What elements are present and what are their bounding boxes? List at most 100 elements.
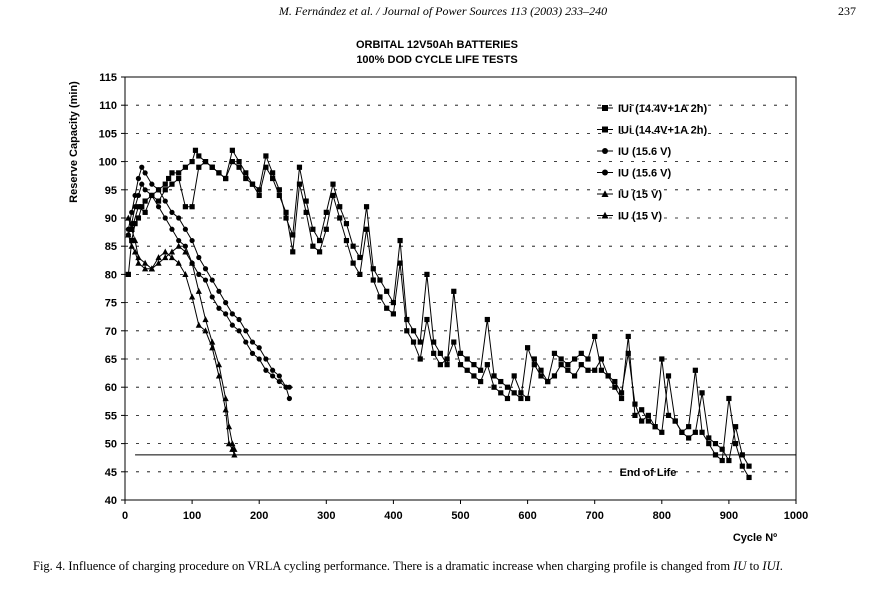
data-point (303, 209, 309, 215)
data-point (236, 328, 242, 334)
data-point (236, 159, 242, 165)
data-point (665, 412, 672, 418)
data-point (135, 204, 142, 210)
data-point (478, 378, 484, 385)
cycle-life-chart: ORBITAL 12V50Ah BATTERIES 100% DOD CYCLE… (68, 39, 808, 544)
data-point (169, 226, 175, 232)
data-point (192, 147, 199, 153)
data-point (176, 237, 182, 244)
data-point (142, 170, 148, 176)
data-point (169, 181, 175, 187)
data-point (464, 356, 470, 362)
data-point (243, 175, 249, 182)
data-point (484, 316, 490, 323)
data-point (632, 412, 638, 418)
data-point (397, 260, 403, 266)
data-point (739, 452, 745, 458)
data-point (243, 339, 249, 345)
data-point (263, 164, 269, 170)
journal-citation: M. Fernández et al. / Journal of Power S… (278, 4, 608, 18)
data-point (733, 424, 739, 430)
data-point (531, 356, 537, 362)
data-point (746, 463, 752, 469)
data-point (578, 362, 584, 368)
y-tick-label: 65 (105, 354, 117, 366)
data-point (437, 362, 443, 368)
data-point (236, 164, 242, 170)
data-point (256, 345, 262, 351)
data-point (377, 277, 383, 283)
data-point (286, 395, 292, 402)
data-point (558, 362, 564, 368)
data-point (518, 390, 524, 396)
data-point (578, 350, 584, 356)
data-point (632, 401, 638, 407)
data-point (565, 362, 571, 368)
data-point (129, 237, 135, 244)
data-point (645, 418, 651, 424)
x-tick-label: 300 (317, 510, 335, 522)
data-point (223, 175, 229, 182)
legend: IUi (14.4V+1A 2h) IUi (14.4V+1A 2h) IU (15… (597, 103, 707, 223)
data-point (132, 204, 138, 210)
y-tick-label: 80 (105, 269, 117, 281)
legend-label: IU (15.6 V) (618, 168, 672, 180)
data-point (135, 259, 142, 266)
series-3 (125, 164, 292, 402)
data-point (431, 350, 437, 356)
data-point (598, 356, 605, 362)
data-point (290, 232, 296, 238)
data-point (139, 164, 145, 170)
data-point (155, 259, 162, 266)
data-point (155, 254, 162, 261)
data-point (444, 356, 450, 362)
data-point (551, 373, 558, 379)
data-point (256, 356, 262, 362)
data-point (216, 170, 222, 176)
data-point (176, 175, 182, 182)
legend-label: IUi (14.4V+1A 2h) (618, 103, 707, 115)
data-point (531, 362, 537, 368)
data-point (679, 429, 685, 435)
y-tick-label: 85 (105, 241, 117, 253)
data-point (229, 322, 235, 328)
data-point (551, 350, 558, 356)
x-axis-label: Cycle Nº (733, 532, 777, 544)
data-point (592, 367, 598, 373)
data-point (444, 362, 450, 368)
data-point (139, 204, 145, 210)
data-point (390, 311, 396, 317)
data-point (525, 345, 531, 351)
data-point (125, 231, 132, 238)
data-point (571, 373, 578, 379)
data-point (296, 181, 303, 187)
caption-text: Fig. 4. Influence of charging procedure … (33, 559, 734, 573)
data-point (202, 327, 209, 334)
data-point (592, 333, 598, 340)
data-point (726, 457, 732, 464)
data-point (712, 452, 719, 458)
page-number: 237 (838, 4, 856, 18)
data-point (538, 373, 544, 379)
data-point (719, 457, 725, 464)
caption-suffix: . (779, 559, 783, 573)
data-point (202, 277, 209, 283)
data-point (464, 367, 470, 373)
data-point (182, 204, 188, 210)
data-point (196, 164, 202, 170)
data-point (518, 395, 524, 402)
data-point (142, 259, 149, 266)
data-point (310, 226, 316, 232)
data-point (431, 339, 437, 345)
data-point (363, 226, 370, 232)
x-tick-label: 200 (250, 510, 268, 522)
data-point (162, 198, 168, 204)
x-tick-label: 1000 (784, 510, 808, 522)
data-point (263, 356, 269, 362)
legend-marker (602, 126, 608, 133)
data-point (125, 271, 131, 277)
x-tick-label: 400 (384, 510, 402, 522)
data-point (176, 215, 182, 221)
data-point (618, 395, 625, 402)
data-point (148, 265, 155, 272)
